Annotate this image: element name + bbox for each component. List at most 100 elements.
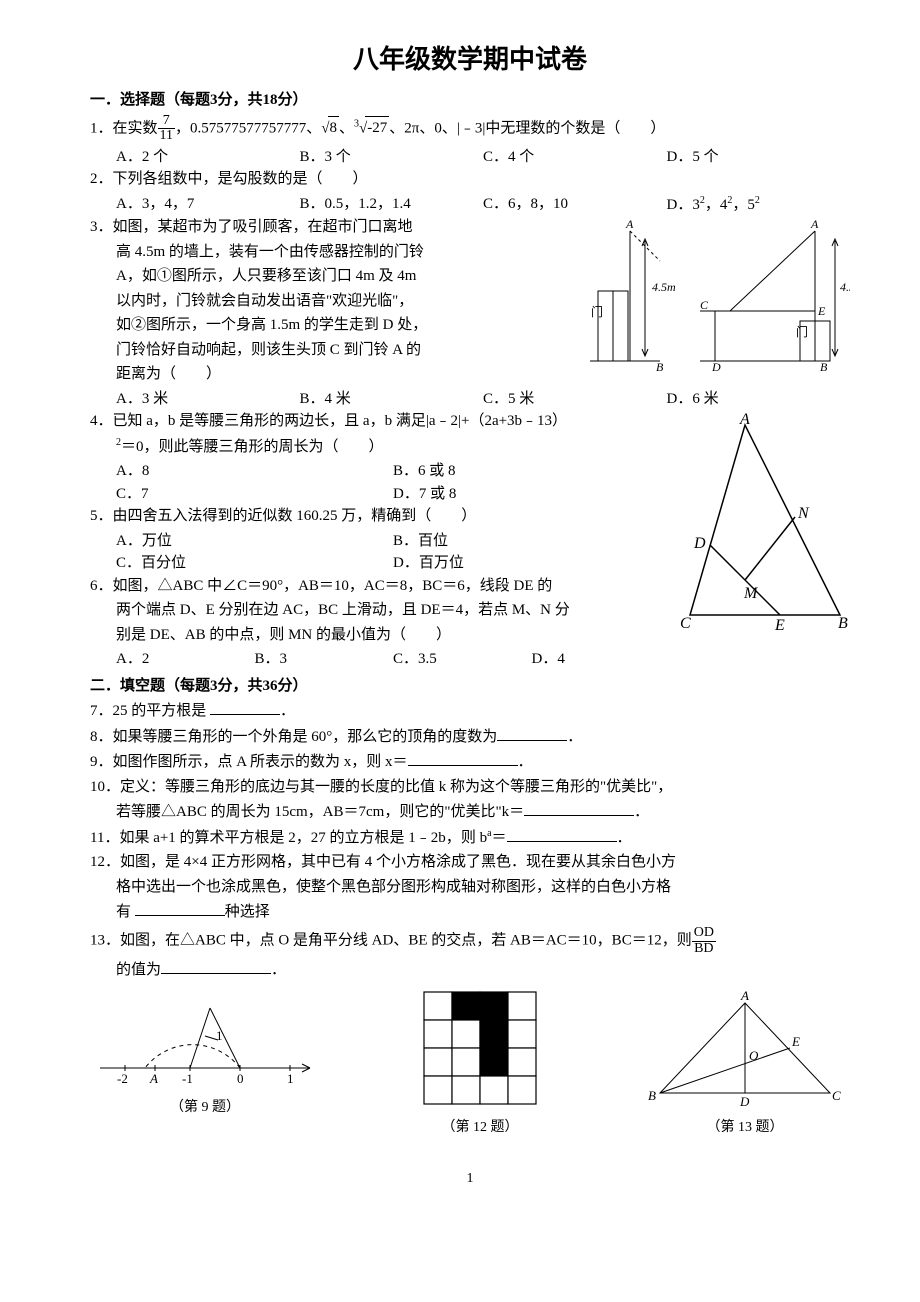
- q6-l1: 6．如图，△ABC 中∠C＝90°，AB＝10，AC＝8，BC＝6，线段 DE …: [90, 575, 670, 598]
- q10b: 若等腰△ABC 的周长为 15cm，AB＝7cm，则它的"优美比"k＝．: [90, 800, 850, 824]
- q6-b: B．3: [255, 648, 394, 671]
- q2-d-a: D．3: [667, 197, 700, 213]
- q10c: ．: [634, 804, 649, 820]
- q6-c: C．3.5: [393, 648, 532, 671]
- q3-fig-d: D: [711, 360, 721, 371]
- q3-figure: A B 4.5m A B E C D 4.5m 门 门: [560, 216, 850, 371]
- q10-blank: [524, 800, 634, 816]
- q9-t: 9．如图作图所示，点 A 所表示的数为 x，则 x＝: [90, 754, 408, 770]
- q456-row: 4．已知 a，b 是等腰三角形的两边长，且 a，b 满足|a﹣2|+（2a+3b…: [90, 410, 850, 671]
- q13b: 的值为．: [90, 958, 850, 982]
- fig9-m2: -2: [117, 1071, 128, 1086]
- q3-fig-b1: B: [656, 360, 664, 371]
- q5-d: D．百万位: [393, 552, 670, 575]
- q5-opts: A．万位 B．百位 C．百分位 D．百万位: [90, 530, 670, 575]
- q3-l5: 如②图所示，一个身高 1.5m 的学生走到 D 处，: [90, 314, 560, 337]
- q11c: ．: [617, 830, 632, 846]
- q5-c: C．百分位: [116, 552, 393, 575]
- q3-d: D．6 米: [667, 388, 851, 411]
- q7-b: ．: [280, 703, 295, 719]
- q11: 11．如果 a+1 的算术平方根是 2，27 的立方根是 1﹣2b，则 ba＝．: [90, 826, 850, 850]
- q2-a: A．3，4，7: [116, 193, 300, 217]
- q3-fig-b2: B: [820, 360, 828, 371]
- q13-fn: OD: [692, 926, 716, 942]
- q6-l2: 两个端点 D、E 分别在边 AC，BC 上滑动，且 DE＝4，若点 M、N 分: [90, 599, 670, 622]
- q6-figure: A B C D E M N: [670, 410, 850, 635]
- q5-a: A．万位: [116, 530, 393, 553]
- q3-l2: 高 4.5m 的墙上，装有一个由传感器控制的门铃: [90, 241, 560, 264]
- fig13-wrap: A B C D E O （第 13 题）: [640, 988, 850, 1139]
- q2-c: C．6，8，10: [483, 193, 667, 217]
- q11-blank: [507, 826, 617, 842]
- q3-fig-a2: A: [810, 217, 819, 231]
- q1-opts: A．2 个 B．3 个 C．4 个 D．5 个: [90, 146, 850, 169]
- q2-b: B．0.5，1.2，1.4: [300, 193, 484, 217]
- q4-d: D．7 或 8: [393, 483, 670, 506]
- q4-opts: A．8 B．6 或 8 C．7 D．7 或 8: [90, 460, 670, 505]
- q4-l2: 2＝0，则此等腰三角形的周长为（ ）: [90, 435, 670, 459]
- q13-blank: [161, 958, 271, 974]
- q6-fig-e: E: [774, 617, 785, 634]
- q9: 9．如图作图所示，点 A 所表示的数为 x，则 x＝ ．: [90, 750, 850, 774]
- q4-a: A．8: [116, 460, 393, 483]
- q7-blank: [210, 699, 280, 715]
- fig9: -2 A -1 0 1 1: [90, 988, 320, 1088]
- q9-b: ．: [518, 754, 533, 770]
- q1-a: A．2 个: [116, 146, 300, 169]
- q1: 1．在实数711，0.57577577757777、√8、3√-27、2π、0、…: [90, 114, 850, 144]
- q3-fig-c: C: [700, 298, 709, 312]
- fig9-one: 1: [216, 1028, 223, 1043]
- q12c: 有 种选择: [90, 900, 850, 924]
- q4-l2-t: ＝0，则此等腰三角形的周长为（ ）: [121, 439, 384, 455]
- q1-b: B．3 个: [300, 146, 484, 169]
- q1-cbrt-idx: 3: [354, 118, 359, 129]
- q3-l3: A，如①图所示，人只要移至该门口 4m 及 4m: [90, 265, 560, 288]
- q10a: 10．定义：等腰三角形的底边与其一腰的长度的比值 k 称为这个等腰三角形的"优美…: [90, 776, 850, 799]
- q13a: 13．如图，在△ABC 中，点 O 是角平分线 AD、BE 的交点，若 AB＝A…: [90, 933, 692, 949]
- fig13-cap: （第 13 题）: [640, 1117, 850, 1138]
- q1-sqrt8: 8: [328, 116, 340, 140]
- q13-fd: BD: [692, 942, 716, 957]
- q2-d-s3: 2: [755, 195, 760, 206]
- q1-c: C．4 个: [483, 146, 667, 169]
- q7-t: 7．25 的平方根是: [90, 703, 210, 719]
- fig9-wrap: -2 A -1 0 1 1 （第 9 题）: [90, 988, 320, 1139]
- q3-fig-h2: 4.5m: [840, 280, 850, 294]
- q1-frac-d: 11: [158, 129, 175, 144]
- page-number: 1: [90, 1168, 850, 1189]
- q1-stem-a: 1．在实数: [90, 120, 158, 136]
- fig9-m1: -1: [182, 1071, 193, 1086]
- q6-fig-d: D: [693, 535, 706, 552]
- fig12-wrap: （第 12 题）: [410, 988, 550, 1139]
- fig13-c: C: [832, 1088, 841, 1103]
- fig9-z: 0: [237, 1071, 244, 1086]
- q13: 13．如图，在△ABC 中，点 O 是角平分线 AD、BE 的交点，若 AB＝A…: [90, 926, 850, 956]
- q2-d-c: ，5: [732, 197, 755, 213]
- fig13-d: D: [739, 1094, 750, 1108]
- q2-d-b: ，4: [705, 197, 728, 213]
- q8-t: 8．如果等腰三角形的一个外角是 60°，那么它的顶角的度数为: [90, 729, 497, 745]
- q1-stem-d: 、2π、0、|﹣3|中无理数的个数是（ ）: [389, 120, 665, 136]
- fig9-cap: （第 9 题）: [90, 1097, 320, 1118]
- q12a: 12．如图，是 4×4 正方形网格，其中已有 4 个小方格涂成了黑色．现在要从其…: [90, 851, 850, 874]
- q3-l6: 门铃恰好自动响起，则该生头顶 C 到门铃 A 的: [90, 339, 560, 362]
- q5-b: B．百位: [393, 530, 670, 553]
- q3-fig-a1: A: [625, 217, 634, 231]
- q6-fig-c: C: [680, 615, 691, 632]
- q8-b: ．: [567, 729, 582, 745]
- q3-l7: 距离为（ ）: [90, 363, 560, 386]
- q6-fig-b: B: [838, 615, 848, 632]
- q2-opts: A．3，4，7 B．0.5，1.2，1.4 C．6，8，10 D．32，42，5…: [90, 193, 850, 217]
- q3-opts: A．3 米 B．4 米 C．5 米 D．6 米: [90, 388, 850, 411]
- q2-d: D．32，42，52: [667, 193, 851, 217]
- fig12-cap: （第 12 题）: [410, 1117, 550, 1138]
- q8: 8．如果等腰三角形的一个外角是 60°，那么它的顶角的度数为 ．: [90, 725, 850, 749]
- section1-head: 一．选择题（每题3分，共18分）: [90, 89, 850, 112]
- q13c: ．: [271, 962, 286, 978]
- q6-fig-n: N: [797, 505, 810, 522]
- q3-b: B．4 米: [300, 388, 484, 411]
- q3-c: C．5 米: [483, 388, 667, 411]
- q3-fig-door1: 门: [591, 304, 603, 319]
- q1-frac: 711: [158, 114, 175, 144]
- q3-row: 3．如图，某超市为了吸引顾客，在超市门口离地 高 4.5m 的墙上，装有一个由传…: [90, 216, 850, 388]
